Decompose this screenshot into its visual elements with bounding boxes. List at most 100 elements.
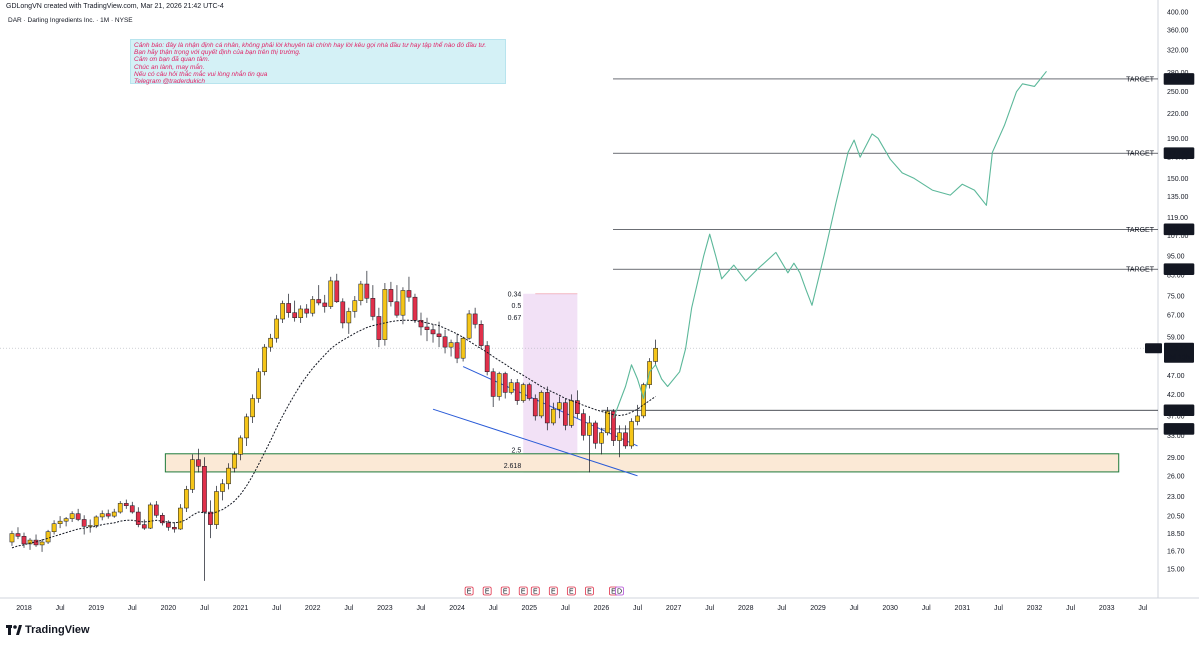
candle-body (208, 511, 213, 525)
channel-lower-line (432, 408, 638, 477)
target-label: TARGET (1126, 227, 1155, 234)
y-tick-label: 95.00 (1167, 253, 1185, 260)
candle-body (587, 422, 592, 436)
candle-body (63, 518, 69, 522)
x-tick-label: Jul (344, 605, 353, 612)
y-tick-label: 85.00 (1167, 272, 1185, 279)
candle-body (370, 298, 376, 317)
x-tick-label: 2023 (377, 605, 393, 612)
y-tick-label: 15.00 (1167, 567, 1185, 574)
candle-body (364, 283, 370, 299)
x-tick-label: Jul (850, 605, 859, 612)
candle-body (556, 402, 562, 410)
x-tick-label: 2019 (88, 605, 104, 612)
candle-body (190, 459, 195, 490)
candle-body (382, 289, 388, 340)
earnings-marker-label: E (611, 588, 616, 595)
candle-body (605, 411, 610, 434)
target-price-tag: 111.11 (1169, 227, 1189, 234)
y-tick-label: 135.00 (1167, 194, 1189, 201)
fib-label: 0.67 (508, 315, 522, 322)
note-line: Bạn hãy thận trọng với quyết định của bạ… (134, 49, 301, 57)
y-tick-label: 20.50 (1167, 514, 1185, 521)
earnings-marker (500, 586, 510, 596)
earnings-marker-label: E (533, 588, 538, 595)
earnings-marker-label: E (569, 588, 574, 595)
candle-body (508, 382, 514, 393)
x-tick-label: Jul (777, 605, 786, 612)
candle-body (563, 402, 568, 426)
candle-body (514, 382, 520, 401)
candle-body (593, 422, 598, 444)
candle-body (214, 491, 219, 525)
candle-body (472, 313, 478, 325)
x-tick-label: Jul (417, 605, 426, 612)
candle-body (569, 400, 574, 426)
candle-body (147, 504, 153, 529)
target-label: TARGET (1126, 151, 1155, 158)
y-tick-label: 67.00 (1167, 313, 1185, 320)
candle-body (99, 513, 105, 518)
candle-body (406, 290, 412, 298)
y-tick-label: 33.00 (1167, 433, 1185, 440)
y-tick-label: 16.70 (1167, 548, 1185, 555)
x-tick-label: Jul (489, 605, 498, 612)
target-price-tag: 87.87 (1170, 267, 1188, 274)
candle-body (286, 303, 292, 313)
symbol-tag-bg (1145, 343, 1162, 354)
candle-body (496, 373, 502, 397)
earnings-marker-label: E (551, 588, 556, 595)
y-tick-label: 400.00 (1167, 10, 1189, 17)
tradingview-logo[interactable]: TradingView (6, 624, 90, 636)
x-tick-label: 2021 (233, 605, 249, 612)
candle-body (394, 301, 400, 316)
candle-body (460, 337, 466, 359)
candle-body (424, 326, 430, 330)
current-price-tag-bg (1164, 342, 1194, 363)
earnings-marker (464, 586, 474, 596)
x-tick-label: 2018 (16, 605, 32, 612)
dividend-marker-label: D (617, 588, 622, 595)
target-price-tag-bg (1163, 223, 1195, 236)
candle-body (340, 301, 346, 324)
candle-body (484, 345, 490, 373)
x-tick-label: 2026 (594, 605, 610, 612)
candle-body (532, 398, 538, 417)
x-tick-label: Jul (705, 605, 714, 612)
x-tick-label: Jul (633, 605, 642, 612)
x-tick-label: Jul (200, 605, 209, 612)
target-price-tag-bg (1163, 73, 1195, 85)
fib-label: 0.34 (508, 291, 522, 298)
y-tick-label: 190.00 (1167, 136, 1189, 143)
candle-body (520, 384, 526, 401)
earnings-marker (518, 586, 528, 596)
candle-body (262, 346, 267, 373)
x-tick-label: 2022 (305, 605, 321, 612)
fib-extension-band (523, 293, 578, 473)
candle-body (328, 280, 334, 307)
y-tick-label: 119.00 (1167, 215, 1188, 222)
candle-body (581, 413, 586, 436)
target-price-tag: 269.59 (1168, 77, 1190, 84)
candle-body (550, 408, 556, 424)
support-price-tag: 38.26 (1170, 408, 1188, 415)
candle-body (178, 507, 183, 530)
candle-body (412, 296, 418, 321)
candle-body (39, 541, 45, 546)
candle-body (220, 483, 225, 492)
candle-body (202, 466, 207, 513)
fib-label: 2.5 (512, 447, 522, 454)
candle-body (51, 523, 57, 532)
candle-body (358, 283, 364, 301)
candle-body (232, 454, 237, 469)
candle-body (15, 533, 21, 537)
candle-body (244, 416, 249, 439)
candle-body (196, 459, 201, 467)
forecast-path (612, 70, 1047, 419)
x-tick-label: Jul (922, 605, 931, 612)
x-tick-label: 2024 (449, 605, 465, 612)
y-tick-label: 23.00 (1167, 494, 1185, 501)
candle-countdown: 9d 19h (1168, 355, 1190, 362)
candle-body (159, 515, 165, 524)
